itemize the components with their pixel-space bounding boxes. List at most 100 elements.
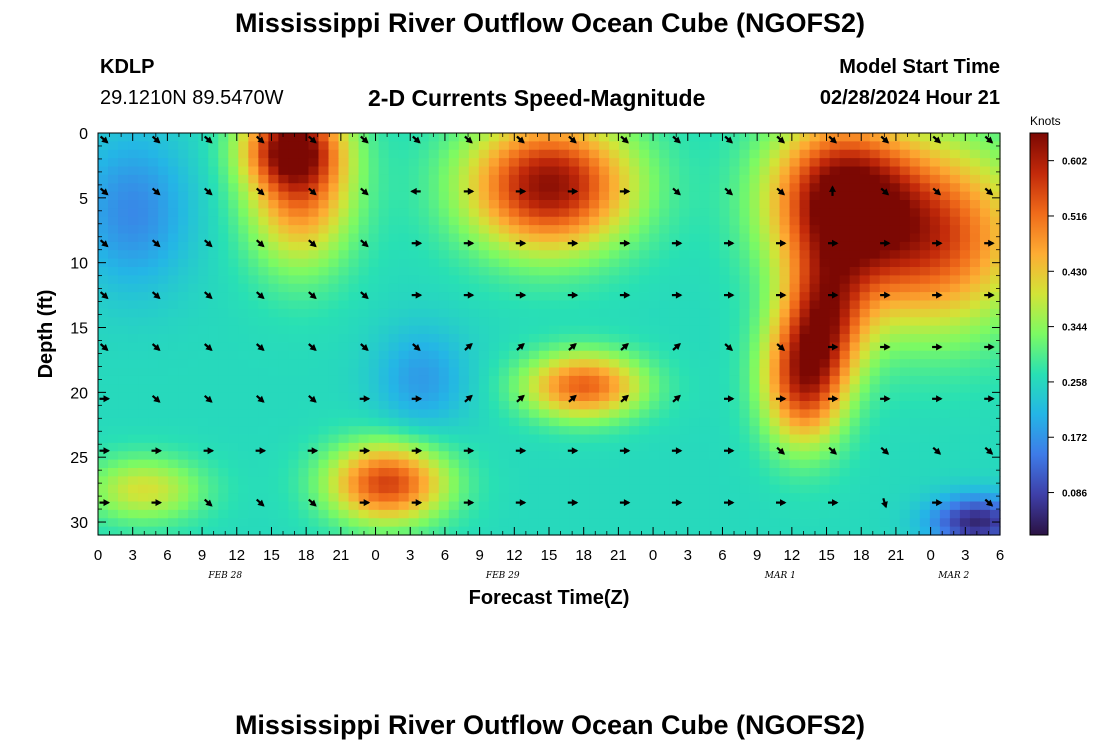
heatmap-cell (198, 350, 209, 360)
heatmap-cell (528, 275, 540, 285)
heatmap-cell (569, 208, 580, 218)
heatmap-cell (288, 275, 300, 285)
heatmap-cell (579, 158, 590, 168)
heatmap-cell (679, 384, 690, 394)
heatmap-cell (98, 401, 109, 410)
heatmap-cell (879, 308, 891, 318)
heatmap-cell (288, 476, 300, 486)
heatmap-cell (739, 292, 751, 302)
heatmap-cell (418, 409, 430, 419)
heatmap-cell (809, 375, 821, 385)
heatmap-cell (729, 518, 741, 528)
heatmap-cell (549, 442, 560, 452)
heatmap-cell (739, 468, 751, 477)
heatmap-cell (919, 409, 931, 419)
heatmap-cell (959, 384, 971, 394)
heatmap-cell (969, 267, 981, 276)
heatmap-cell (188, 409, 199, 419)
heatmap-cell (959, 325, 971, 335)
current-arrow (776, 239, 787, 247)
heatmap-cell (308, 191, 320, 201)
heatmap-cell (478, 225, 490, 235)
heatmap-cell (989, 367, 1001, 377)
heatmap-cell (398, 300, 410, 310)
heatmap-cell (979, 426, 991, 436)
heatmap-cell (819, 275, 831, 285)
heatmap-cell (579, 451, 590, 461)
heatmap-cell (679, 208, 690, 218)
heatmap-cell (829, 308, 841, 318)
heatmap-cell (759, 493, 771, 503)
heatmap-cell (869, 292, 881, 302)
heatmap-cell (909, 518, 921, 528)
heatmap-cell (128, 501, 139, 511)
heatmap-cell (328, 501, 340, 511)
heatmap-cell (308, 417, 320, 427)
heatmap-cell (458, 392, 470, 402)
heatmap-cell (258, 367, 269, 377)
heatmap-cell (278, 250, 290, 260)
heatmap-cell (809, 183, 821, 193)
heatmap-cell (889, 258, 901, 268)
heatmap-cell (589, 417, 600, 427)
heatmap-cell (438, 392, 450, 402)
heatmap-cell (939, 359, 951, 369)
heatmap-cell (989, 501, 1001, 511)
heatmap-cell (388, 375, 400, 385)
heatmap-cell (348, 384, 360, 394)
heatmap-cell (228, 434, 239, 444)
heatmap-cell (749, 300, 761, 310)
heatmap-cell (569, 183, 580, 193)
heatmap-cell (739, 350, 751, 360)
heatmap-cell (739, 200, 751, 209)
heatmap-cell (789, 526, 801, 536)
model-start-label: Model Start Time (839, 56, 1000, 78)
heatmap-cell (478, 208, 490, 218)
heatmap-cell (348, 208, 360, 218)
heatmap-cell (268, 384, 279, 394)
heatmap-cell (178, 459, 189, 469)
heatmap-cell (298, 292, 310, 302)
heatmap-cell (448, 241, 460, 251)
heatmap-cell (799, 384, 811, 394)
heatmap-cell (488, 501, 500, 511)
heatmap-cell (909, 409, 921, 419)
heatmap-cell (979, 384, 991, 394)
heatmap-cell (448, 208, 460, 218)
heatmap-cell (649, 417, 660, 427)
heatmap-cell (198, 250, 209, 260)
heatmap-cell (859, 409, 871, 419)
heatmap-cell (418, 275, 430, 285)
heatmap-cell (538, 342, 550, 352)
heatmap-cell (719, 401, 730, 410)
heatmap-cell (388, 158, 400, 168)
heatmap-cell (889, 409, 901, 419)
heatmap-cell (238, 509, 249, 519)
heatmap-cell (829, 409, 841, 419)
heatmap-cell (188, 501, 199, 511)
heatmap-cell (969, 518, 981, 528)
y-tick-label: 10 (70, 256, 88, 273)
heatmap-cell (579, 350, 590, 360)
heatmap-cell (238, 375, 249, 385)
heatmap-cell (418, 367, 430, 377)
heatmap-cell (639, 459, 650, 469)
heatmap-cell (749, 526, 761, 536)
heatmap-cell (949, 384, 961, 394)
heatmap-cell (809, 300, 821, 310)
heatmap-cell (599, 133, 610, 142)
heatmap-cell (348, 434, 360, 444)
heatmap-cell (268, 325, 279, 335)
heatmap-cell (629, 166, 640, 176)
heatmap-cell (809, 258, 821, 268)
heatmap-cell (428, 225, 440, 235)
heatmap-cell (158, 308, 169, 318)
heatmap-cell (869, 308, 881, 318)
heatmap-cell (308, 375, 320, 385)
heatmap-cell (158, 484, 169, 494)
heatmap-cell (599, 509, 610, 519)
heatmap-cell (538, 216, 550, 226)
heatmap-cell (769, 409, 781, 419)
heatmap-cell (919, 434, 931, 444)
heatmap-cell (458, 166, 470, 176)
